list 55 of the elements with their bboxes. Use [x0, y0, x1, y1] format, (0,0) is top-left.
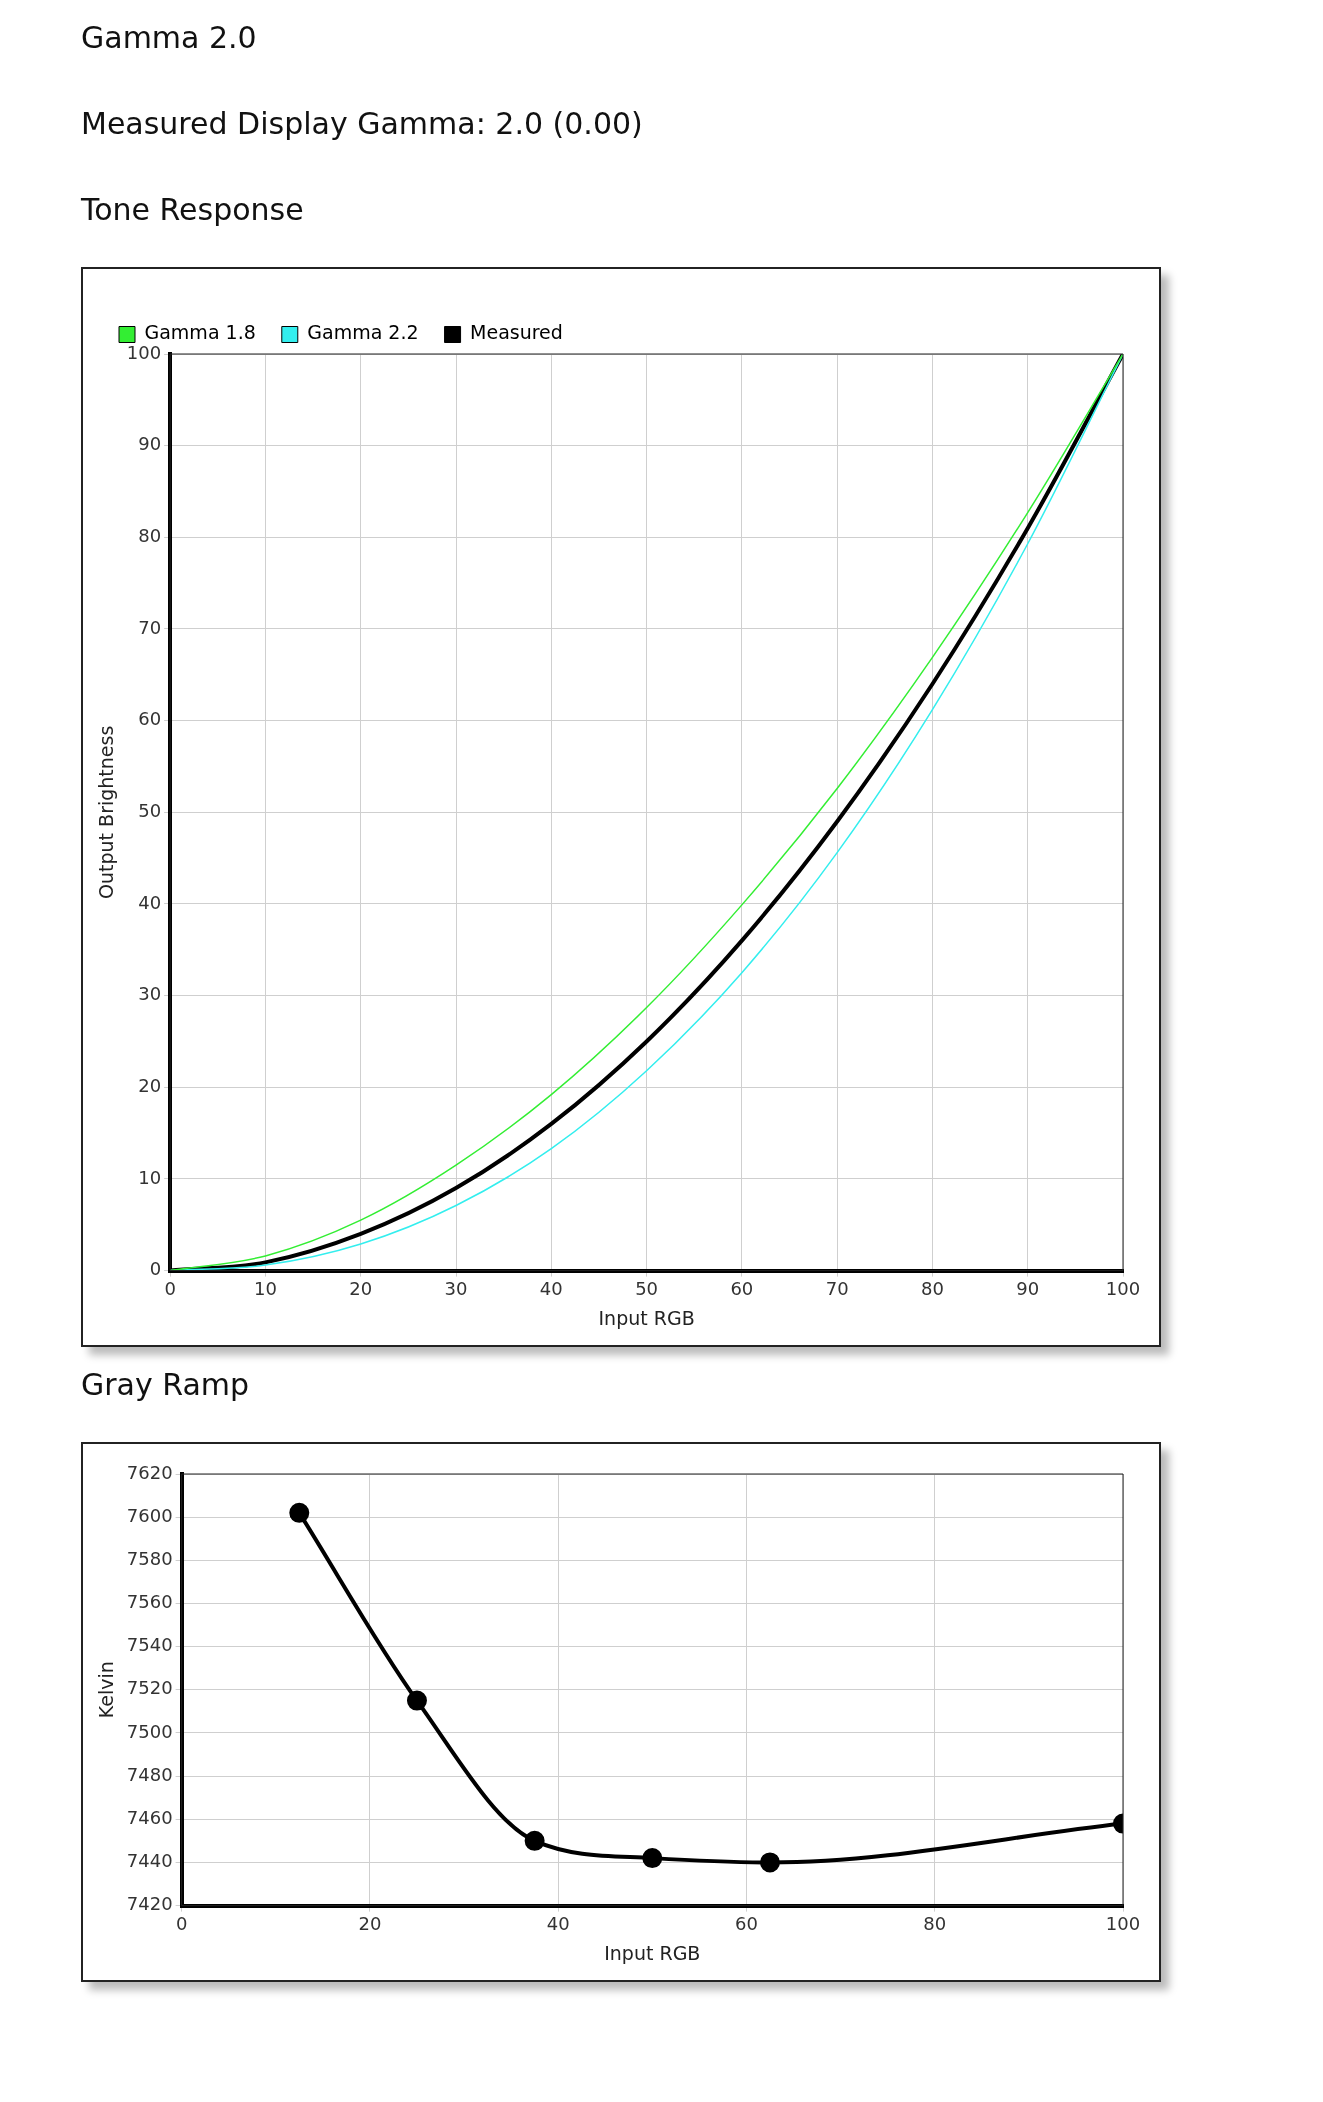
y-tick-label: 80 [138, 524, 162, 546]
x-tick-label: 10 [253, 1278, 277, 1300]
y-tick-label: 50 [138, 799, 162, 821]
y-tick-label: 40 [138, 891, 162, 913]
chart-title: Tone Response [81, 192, 305, 227]
x-tick-label: 60 [734, 1913, 758, 1935]
text: Gamma 2.0 [81, 20, 258, 57]
y-tick-label: 10 [138, 1166, 162, 1188]
x-tick-label: 100 [1105, 1278, 1141, 1300]
y-axis-title: Kelvin [95, 1661, 118, 1719]
legend-label: Gamma 1.8 [144, 321, 256, 344]
y-tick-label: 60 [138, 708, 162, 730]
x-tick-label: 60 [730, 1278, 754, 1300]
y-tick-label: 100 [126, 341, 162, 363]
legend-label: Measured [470, 321, 563, 344]
y-tick-label: 20 [138, 1074, 162, 1096]
legend-label: Gamma 2.2 [307, 321, 419, 344]
x-tick-label: 0 [175, 1913, 188, 1935]
x-tick-label: 50 [635, 1278, 659, 1300]
y-tick-label: 7560 [126, 1591, 173, 1613]
y-tick-label: 7480 [126, 1763, 173, 1785]
x-tick-label: 90 [1016, 1278, 1040, 1300]
x-tick-label: 80 [920, 1278, 944, 1300]
x-tick-label: 40 [546, 1913, 570, 1935]
y-tick-label: 0 [149, 1258, 162, 1280]
y-tick-label: 7520 [126, 1677, 173, 1699]
y-tick-label: 7500 [126, 1720, 173, 1742]
y-tick-label: 70 [138, 616, 162, 638]
y-tick-label: 7600 [126, 1504, 173, 1526]
x-tick-label: 30 [444, 1278, 468, 1300]
line-series [170, 354, 1123, 1271]
y-tick-label: 7620 [126, 1461, 173, 1483]
point [406, 1690, 427, 1711]
y-tick-label: 30 [138, 983, 162, 1005]
point [642, 1848, 663, 1869]
chart-title: Gray Ramp [81, 1367, 251, 1402]
x-axis-title: Input RGB [598, 1306, 695, 1329]
x-tick-label: 40 [539, 1278, 563, 1300]
y-tick-label: 7460 [126, 1806, 173, 1828]
x-tick-label: 80 [923, 1913, 947, 1935]
y-axis-title: Output Brightness [95, 725, 118, 899]
y-tick-label: 7540 [126, 1634, 173, 1656]
x-tick-label: 20 [349, 1278, 373, 1300]
point [524, 1830, 545, 1851]
x-tick-label: 100 [1105, 1913, 1141, 1935]
x-tick-label: 70 [825, 1278, 849, 1300]
point [759, 1852, 780, 1873]
x-tick-label: 20 [358, 1913, 382, 1935]
x-axis-title: Input RGB [604, 1941, 701, 1964]
point [289, 1502, 310, 1523]
text: Measured Display Gamma: 2.0 (0.00) [81, 106, 644, 143]
y-tick-label: 7420 [126, 1893, 173, 1915]
y-tick-label: 90 [138, 433, 162, 455]
y-tick-label: 7440 [126, 1850, 173, 1872]
y-tick-label: 7580 [126, 1547, 173, 1569]
